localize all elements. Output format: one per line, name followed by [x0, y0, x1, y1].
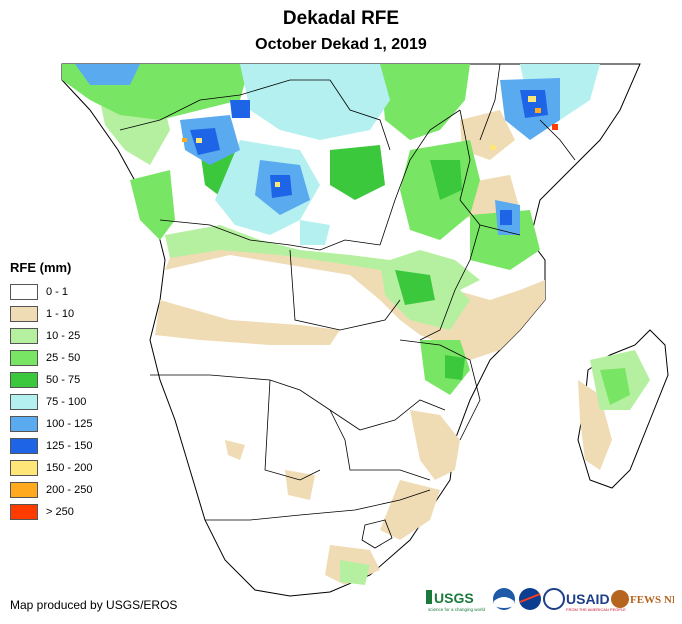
legend-label: 10 - 25 [46, 330, 81, 342]
legend-label: 75 - 100 [46, 396, 87, 408]
legend-label: 150 - 200 [46, 462, 93, 474]
legend-label: 1 - 10 [46, 308, 75, 320]
legend-item: > 250 [10, 501, 92, 523]
legend-swatch [10, 284, 38, 300]
legend-swatch [10, 350, 38, 366]
legend-swatch [10, 394, 38, 410]
legend-swatch [10, 482, 38, 498]
legend-label: 50 - 75 [46, 374, 81, 386]
legend: RFE (mm) 0 - 1 1 - 10 10 - 25 25 - 50 50 - 7… [10, 260, 92, 523]
legend-item: 125 - 150 [10, 435, 92, 457]
legend-item: 100 - 125 [10, 413, 92, 435]
legend-item: 200 - 250 [10, 479, 92, 501]
usgs-logo-text: USGS [434, 590, 474, 606]
legend-swatch [10, 372, 38, 388]
legend-swatch [10, 416, 38, 432]
usgs-logo: USGS science for a changing world [426, 590, 486, 612]
legend-swatch [10, 460, 38, 476]
legend-label: 200 - 250 [46, 484, 93, 496]
legend-label: 25 - 50 [46, 352, 81, 364]
legend-item: 25 - 50 [10, 347, 92, 369]
legend-swatch [10, 438, 38, 454]
legend-item: 50 - 75 [10, 369, 92, 391]
usaid-logo-text: USAID [566, 591, 610, 607]
nasa-logo-icon [519, 588, 541, 610]
rainfall-over-250-areas [552, 124, 558, 130]
legend-item: 150 - 200 [10, 457, 92, 479]
map-subtitle: October Dekad 1, 2019 [255, 36, 427, 53]
legend-swatch [10, 504, 38, 520]
legend-item: 1 - 10 [10, 303, 92, 325]
legend-swatch [10, 328, 38, 344]
legend-label: 0 - 1 [46, 286, 69, 298]
legend-rows: 0 - 1 1 - 10 10 - 25 25 - 50 50 - 75 75 - 100… [10, 281, 92, 523]
country-borders [119, 63, 576, 521]
legend-item: 0 - 1 [10, 281, 92, 303]
rainfall-200-250-areas [182, 108, 541, 142]
legend-item: 10 - 25 [10, 325, 92, 347]
legend-label: 125 - 150 [46, 440, 93, 452]
fewsnet-logo: FEWS NET [611, 590, 674, 608]
noaa-logo-icon [493, 588, 515, 610]
legend-item: 75 - 100 [10, 391, 92, 413]
map-title: Dekadal RFE [282, 8, 400, 29]
legend-swatch [10, 306, 38, 322]
credit-text: Map produced by USGS/EROS [10, 598, 178, 612]
usaid-tagline: FROM THE AMERICAN PEOPLE [566, 607, 626, 612]
legend-label: > 250 [46, 506, 74, 518]
agency-logos: USGS science for a changing world USAID … [426, 588, 674, 612]
lesotho-border [361, 519, 393, 549]
usaid-logo: USAID FROM THE AMERICAN PEOPLE [543, 588, 626, 612]
legend-label: 100 - 125 [46, 418, 93, 430]
fewsnet-logo-text: FEWS NET [630, 594, 674, 606]
rainfall-150-200-areas [196, 96, 536, 187]
legend-title: RFE (mm) [10, 260, 72, 275]
usgs-tagline: science for a changing world [428, 607, 486, 612]
